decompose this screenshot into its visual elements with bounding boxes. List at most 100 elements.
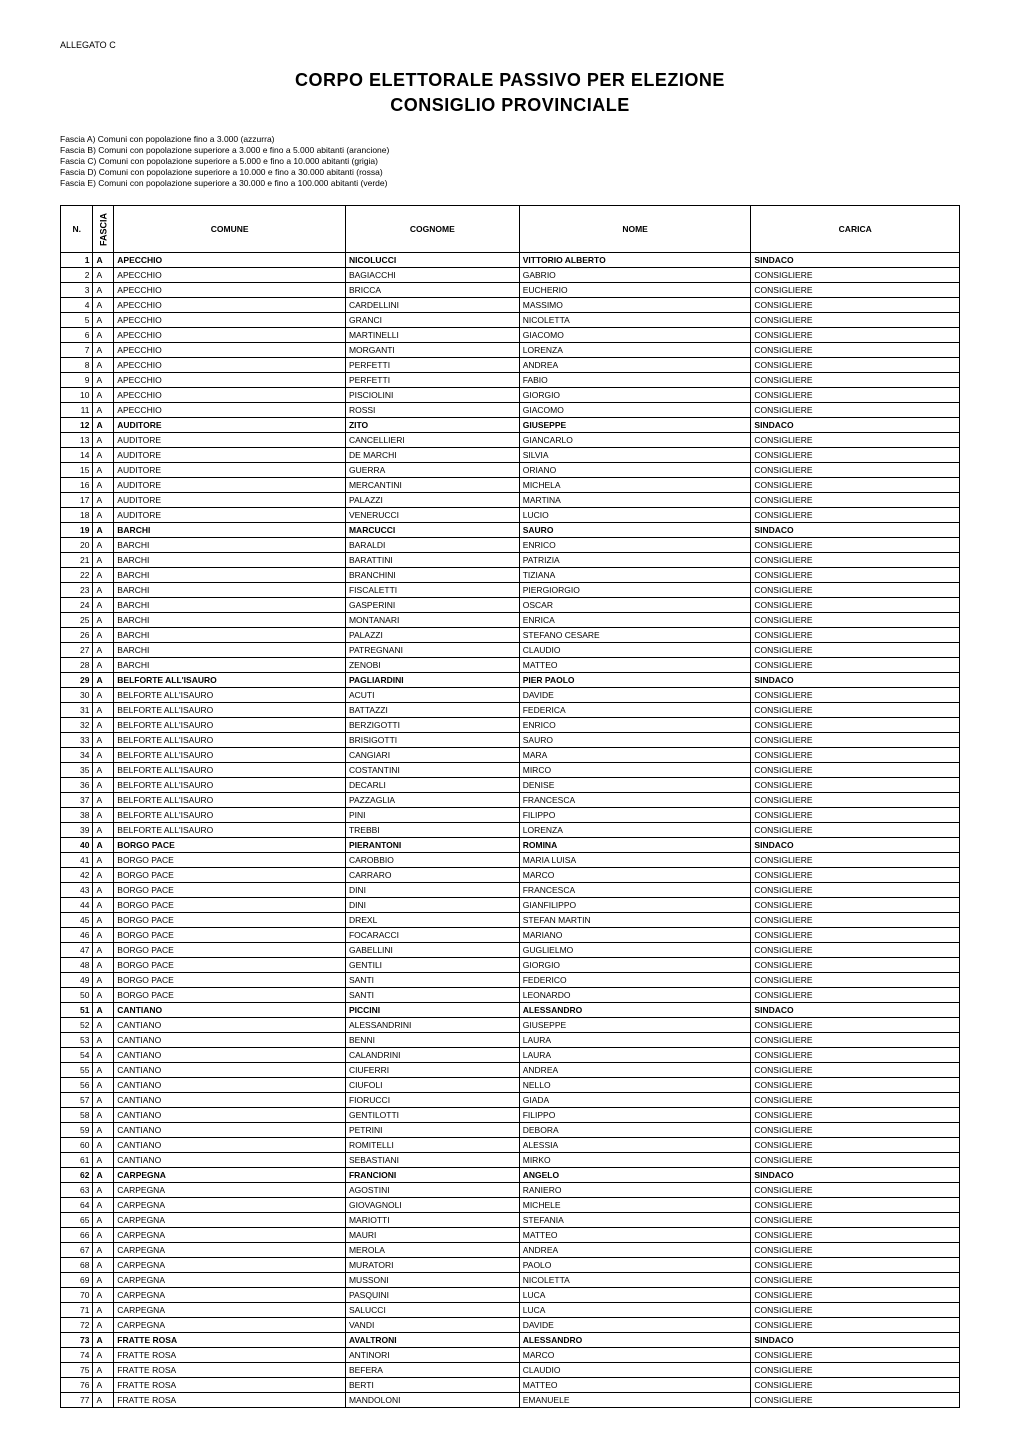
cell-nome: GIACOMO [519,328,751,343]
cell-nome: ROMINA [519,838,751,853]
cell-fascia: A [93,538,114,553]
cell-comune: FRATTE ROSA [114,1333,346,1348]
cell-carica: CONSIGLIERE [751,298,960,313]
cell-nome: MARA [519,748,751,763]
cell-cognome: GUERRA [345,463,519,478]
cell-nome: OSCAR [519,598,751,613]
cell-n: 8 [61,358,93,373]
table-row: 44ABORGO PACEDINIGIANFILIPPOCONSIGLIERE [61,898,960,913]
cell-carica: CONSIGLIERE [751,493,960,508]
cell-carica: CONSIGLIERE [751,658,960,673]
cell-nome: EUCHERIO [519,283,751,298]
cell-nome: GIUSEPPE [519,1018,751,1033]
table-row: 77AFRATTE ROSAMANDOLONIEMANUELECONSIGLIE… [61,1393,960,1408]
cell-nome: ANDREA [519,1243,751,1258]
cell-carica: CONSIGLIERE [751,778,960,793]
table-row: 30ABELFORTE ALL'ISAUROACUTIDAVIDECONSIGL… [61,688,960,703]
cell-fascia: A [93,988,114,1003]
cell-comune: AUDITORE [114,463,346,478]
table-row: 49ABORGO PACESANTIFEDERICOCONSIGLIERE [61,973,960,988]
table-row: 42ABORGO PACECARRAROMARCOCONSIGLIERE [61,868,960,883]
cell-carica: CONSIGLIERE [751,1303,960,1318]
cell-n: 63 [61,1183,93,1198]
cell-cognome: GRANCI [345,313,519,328]
cell-n: 69 [61,1273,93,1288]
table-row: 29ABELFORTE ALL'ISAUROPAGLIARDINIPIER PA… [61,673,960,688]
header-cognome: COGNOME [345,206,519,253]
cell-n: 55 [61,1063,93,1078]
cell-comune: BELFORTE ALL'ISAURO [114,763,346,778]
cell-comune: BARCHI [114,628,346,643]
cell-cognome: COSTANTINI [345,763,519,778]
cell-fascia: A [93,1138,114,1153]
cell-cognome: BAGIACCHI [345,268,519,283]
cell-nome: NICOLETTA [519,1273,751,1288]
cell-carica: CONSIGLIERE [751,763,960,778]
cell-carica: SINDACO [751,1003,960,1018]
cell-nome: SILVIA [519,448,751,463]
cell-fascia: A [93,253,114,268]
cell-fascia: A [93,1288,114,1303]
cell-n: 16 [61,478,93,493]
cell-fascia: A [93,958,114,973]
cell-cognome: BRICCA [345,283,519,298]
cell-comune: APECCHIO [114,298,346,313]
cell-n: 23 [61,583,93,598]
cell-fascia: A [93,298,114,313]
cell-nome: MICHELA [519,478,751,493]
table-row: 28ABARCHIZENOBIMATTEOCONSIGLIERE [61,658,960,673]
cell-cognome: CAROBBIO [345,853,519,868]
cell-n: 34 [61,748,93,763]
cell-fascia: A [93,388,114,403]
cell-comune: BORGO PACE [114,973,346,988]
cell-cognome: PERFETTI [345,358,519,373]
cell-nome: LUCA [519,1288,751,1303]
cell-comune: CANTIANO [114,1123,346,1138]
cell-cognome: FIORUCCI [345,1093,519,1108]
cell-n: 33 [61,733,93,748]
cell-carica: CONSIGLIERE [751,1183,960,1198]
cell-cognome: GENTILOTTI [345,1108,519,1123]
cell-comune: BARCHI [114,613,346,628]
cell-comune: CARPEGNA [114,1168,346,1183]
cell-comune: BORGO PACE [114,883,346,898]
cell-cognome: DINI [345,883,519,898]
cell-comune: CARPEGNA [114,1288,346,1303]
cell-cognome: PAZZAGLIA [345,793,519,808]
cell-cognome: MAURI [345,1228,519,1243]
cell-nome: PIERGIORGIO [519,583,751,598]
cell-n: 43 [61,883,93,898]
cell-carica: CONSIGLIERE [751,283,960,298]
cell-fascia: A [93,1273,114,1288]
cell-cognome: FISCALETTI [345,583,519,598]
cell-comune: BARCHI [114,583,346,598]
cell-nome: EMANUELE [519,1393,751,1408]
cell-fascia: A [93,1063,114,1078]
cell-carica: CONSIGLIERE [751,613,960,628]
table-row: 21ABARCHIBARATTINIPATRIZIACONSIGLIERE [61,553,960,568]
cell-cognome: SEBASTIANI [345,1153,519,1168]
cell-carica: CONSIGLIERE [751,1273,960,1288]
cell-fascia: A [93,1333,114,1348]
table-row: 73AFRATTE ROSAAVALTRONIALESSANDROSINDACO [61,1333,960,1348]
cell-n: 29 [61,673,93,688]
cell-cognome: BENNI [345,1033,519,1048]
cell-carica: CONSIGLIERE [751,928,960,943]
cell-n: 25 [61,613,93,628]
cell-nome: RANIERO [519,1183,751,1198]
cell-n: 1 [61,253,93,268]
table-row: 19ABARCHIMARCUCCISAUROSINDACO [61,523,960,538]
cell-cognome: PATREGNANI [345,643,519,658]
cell-nome: MARCO [519,868,751,883]
cell-carica: CONSIGLIERE [751,388,960,403]
page-title-1: CORPO ELETTORALE PASSIVO PER ELEZIONE [60,70,960,91]
cell-fascia: A [93,1378,114,1393]
cell-comune: BORGO PACE [114,868,346,883]
cell-fascia: A [93,1213,114,1228]
allegato-label: ALLEGATO C [60,40,960,50]
table-row: 70ACARPEGNAPASQUINILUCACONSIGLIERE [61,1288,960,1303]
cell-fascia: A [93,568,114,583]
cell-fascia: A [93,583,114,598]
table-row: 75AFRATTE ROSABEFERACLAUDIOCONSIGLIERE [61,1363,960,1378]
table-row: 53ACANTIANOBENNILAURACONSIGLIERE [61,1033,960,1048]
